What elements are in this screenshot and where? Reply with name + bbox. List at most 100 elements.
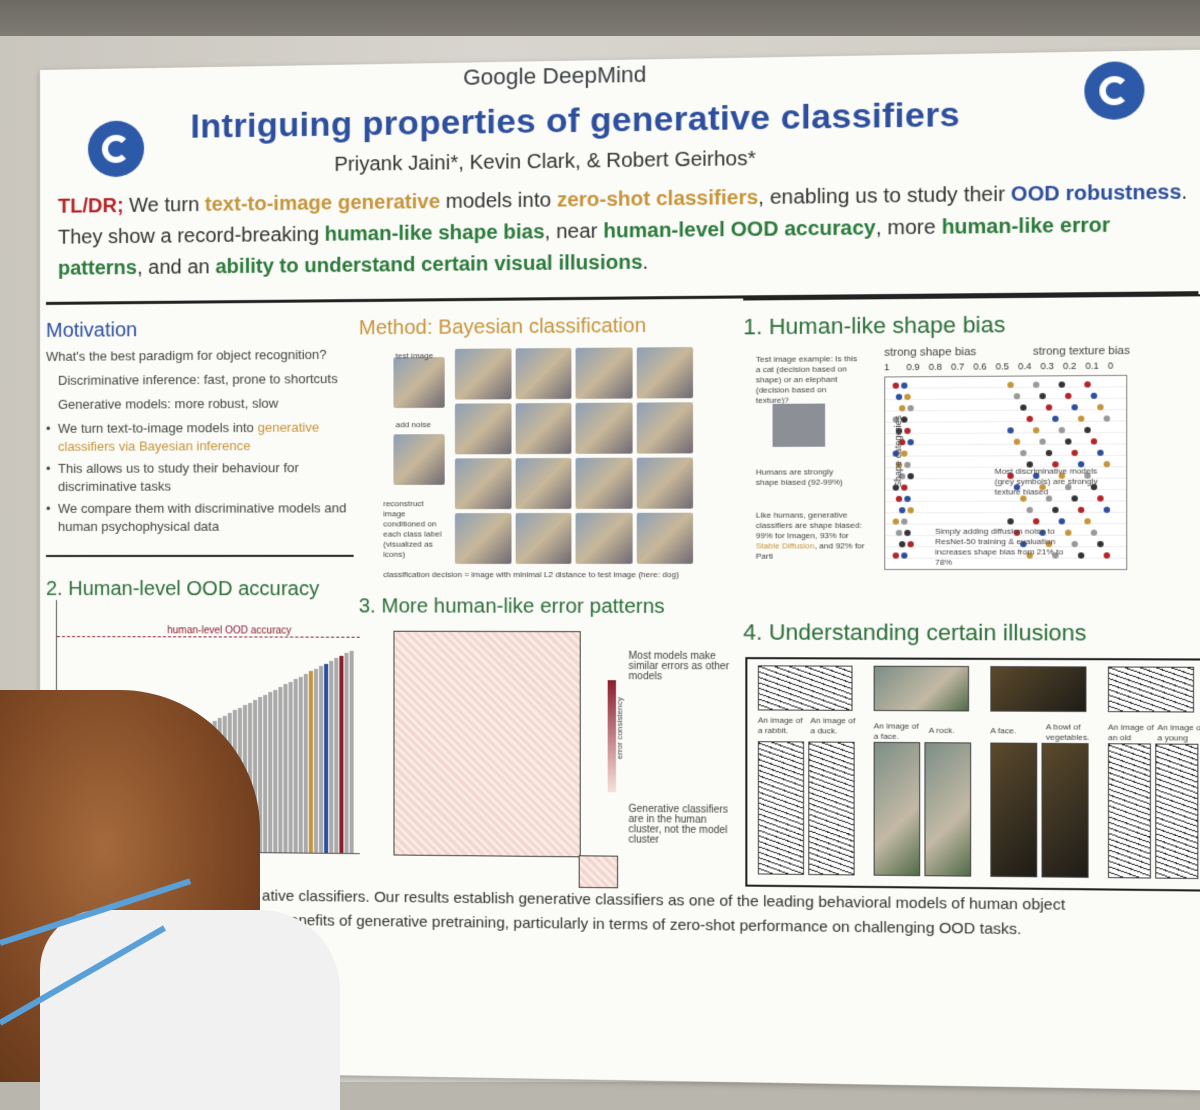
shape-tick-label: 0.7 [951,361,964,371]
shape-marker [901,382,907,388]
shape-marker [1039,439,1045,445]
shape-marker [1014,393,1020,399]
shape-marker [1091,438,1097,444]
ood-bar [339,656,343,853]
shape-marker [1097,450,1103,456]
tldr: TL/DR; We turn text-to-image generative … [58,177,1200,285]
shape-marker [904,496,910,502]
noised-image [393,434,444,485]
shape-tick-label: 1 [884,362,889,372]
shape-marker [1027,416,1033,422]
ood-bar [278,687,282,852]
illusions-table: An image of a rabbit. An image of a duck… [745,657,1200,892]
ood-bar [289,682,293,853]
visitor [0,690,260,1082]
ood-bar [350,650,354,853]
ood-bar [273,690,277,853]
shape-marker [1007,382,1013,388]
ood-heading: 2. Human-level OOD accuracy [46,578,319,601]
shape-marker [1097,404,1103,410]
shape-marker [1059,427,1065,433]
shape-marker [1104,415,1110,421]
shape-marker [1071,450,1077,456]
shape-marker [1065,393,1071,399]
ood-bar [324,664,328,853]
shape-marker [899,405,905,411]
ood-bar [263,695,267,852]
ood-bar [319,666,323,853]
shape-marker [893,518,899,524]
shape-marker [904,428,910,434]
shape-marker [899,507,905,513]
shape-marker [1033,427,1039,433]
shape-marker [1027,507,1033,513]
ood-bar [309,671,313,852]
shape-marker [904,530,910,536]
shape-marker [1078,416,1084,422]
shape-tick-label: 0.4 [1018,361,1031,371]
shape-marker [1007,518,1013,524]
method-heading: Method: Bayesian classification [359,315,646,341]
shape-marker [1059,518,1065,524]
shape-marker [1033,382,1039,388]
shape-marker [907,507,913,513]
shape-marker [1039,393,1045,399]
shape-tick-label: 0 [1108,360,1113,370]
shape-tick-label: 0.1 [1085,361,1098,371]
shape-marker [1007,427,1013,433]
shape-marker [1084,518,1090,524]
shape-marker [1020,450,1026,456]
shape-marker [1071,404,1077,410]
shape-marker [1097,541,1103,547]
shape-marker [1104,552,1110,558]
shape-marker [907,473,913,479]
illusions-heading: 4. Understanding certain illusions [743,619,1086,647]
shape-tick-label: 0.8 [929,362,942,372]
shape-tick-label: 0.6 [973,361,986,371]
shape-tick-label: 0.9 [906,362,919,372]
brand: Google DeepMind [463,61,646,91]
shape-marker [1059,381,1065,387]
shape-marker [896,496,902,502]
ood-bar [314,669,318,853]
divider [46,291,1198,305]
authors: Priyank Jaini*, Kevin Clark, & Robert Ge… [334,148,755,177]
shape-marker [896,530,902,536]
error-heatmap [393,631,580,858]
shape-marker [1104,507,1110,513]
shape-marker [901,518,907,524]
ood-bar [329,661,333,853]
shape-marker [1091,393,1097,399]
shape-marker [1091,530,1097,536]
shape-marker [1046,450,1052,456]
shape-marker [907,405,913,411]
shape-marker [1052,416,1058,422]
shape-marker [1084,381,1090,387]
ood-bar [294,679,298,852]
shape-marker [893,552,899,558]
shape-marker [1033,518,1039,524]
errors-heading: 3. More human-like error patterns [359,595,665,619]
shape-marker [1084,427,1090,433]
shape-tick-label: 0.5 [996,361,1009,371]
shape-tick-label: 0.3 [1040,361,1053,371]
shape-marker [1052,507,1058,513]
motivation-text: What's the best paradigm for object reco… [46,346,349,540]
cat-elephant-image [773,404,826,447]
shape-marker [1104,461,1110,467]
ood-bar [299,677,303,853]
shape-marker [1014,439,1020,445]
conclusion: ge ative classifiers. Our results establ… [241,884,1160,944]
shape-marker [1046,404,1052,410]
shape-marker [893,383,899,389]
ood-bar [283,684,287,852]
ood-bar [334,658,338,853]
shape-marker [896,394,902,400]
ood-bar [268,692,272,852]
shape-marker [1065,438,1071,444]
reconstruction-grid [455,347,693,564]
shape-marker [904,462,910,468]
deepmind-logo-icon [88,120,144,177]
ood-bar [304,674,308,853]
shape-bias-heading: 1. Human-like shape bias [743,312,1005,341]
